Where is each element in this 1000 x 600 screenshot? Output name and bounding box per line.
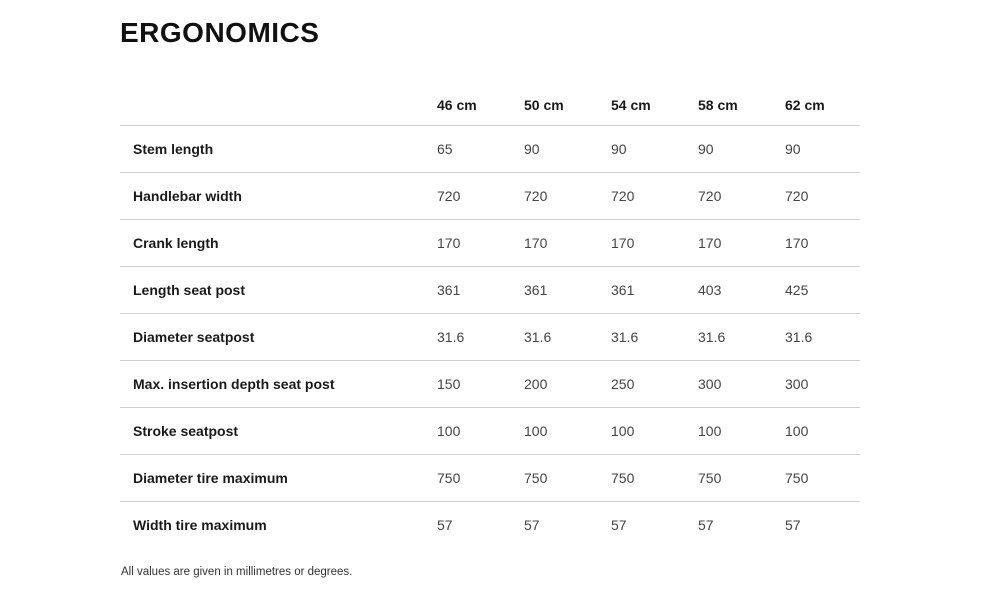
- size-header-46: 46 cm: [437, 85, 524, 126]
- spec-label: Diameter seatpost: [120, 313, 437, 361]
- spec-value: 720: [698, 172, 785, 220]
- spec-value: 90: [611, 125, 698, 173]
- spec-value: 750: [437, 454, 524, 502]
- spec-value: 31.6: [611, 313, 698, 361]
- table-row: Diameter tire maximum 750 750 750 750 75…: [120, 454, 860, 502]
- spec-value: 250: [611, 360, 698, 408]
- table-row: Stem length 65 90 90 90 90: [120, 125, 860, 173]
- table-row: Length seat post 361 361 361 403 425: [120, 266, 860, 314]
- spec-value: 90: [524, 125, 611, 173]
- spec-label: Stroke seatpost: [120, 407, 437, 455]
- spec-value: 403: [698, 266, 785, 314]
- table-row: Crank length 170 170 170 170 170: [120, 219, 860, 267]
- spec-value: 100: [437, 407, 524, 455]
- spec-value: 100: [698, 407, 785, 455]
- table-row: Stroke seatpost 100 100 100 100 100: [120, 407, 860, 455]
- spec-value: 31.6: [437, 313, 524, 361]
- spec-value: 720: [611, 172, 698, 220]
- spec-value: 170: [611, 219, 698, 267]
- spec-value: 750: [524, 454, 611, 502]
- table-row: Width tire maximum 57 57 57 57 57: [120, 502, 860, 549]
- spec-value: 720: [437, 172, 524, 220]
- spec-value: 57: [611, 517, 627, 533]
- spec-value: 300: [785, 360, 860, 408]
- spec-value: 90: [785, 125, 860, 173]
- spec-label: Max. insertion depth seat post: [120, 360, 437, 408]
- spec-value: 57: [698, 517, 714, 533]
- spec-value: 57: [524, 517, 540, 533]
- spec-label: Crank length: [120, 219, 437, 267]
- spec-value: 361: [524, 266, 611, 314]
- size-header-50: 50 cm: [524, 85, 611, 126]
- spec-value: 361: [611, 266, 698, 314]
- spec-value: 57: [437, 517, 453, 533]
- spec-value: 750: [611, 454, 698, 502]
- size-header-58: 58 cm: [698, 85, 785, 126]
- spec-value: 31.6: [524, 313, 611, 361]
- spec-label: Width tire maximum: [133, 517, 267, 533]
- spec-value: 100: [611, 407, 698, 455]
- spec-value: 720: [524, 172, 611, 220]
- size-header-54: 54 cm: [611, 85, 698, 126]
- spec-value: 57: [785, 517, 801, 533]
- spec-label: Length seat post: [120, 266, 437, 314]
- spec-value: 750: [785, 454, 860, 502]
- spec-label: Diameter tire maximum: [120, 454, 437, 502]
- spec-value: 170: [437, 219, 524, 267]
- spec-value: 170: [524, 219, 611, 267]
- spec-value: 150: [437, 360, 524, 408]
- spec-value: 170: [785, 219, 860, 267]
- page-title: ERGONOMICS: [120, 17, 320, 48]
- table-row: Max. insertion depth seat post 150 200 2…: [120, 360, 860, 408]
- spec-label: Handlebar width: [120, 172, 437, 220]
- spec-label: Stem length: [120, 125, 437, 173]
- size-header-62: 62 cm: [785, 85, 860, 126]
- spec-value: 65: [437, 125, 524, 173]
- spec-value: 31.6: [698, 313, 785, 361]
- spec-value: 200: [524, 360, 611, 408]
- spec-value: 31.6: [785, 313, 860, 361]
- ergonomics-table: 46 cm 50 cm 54 cm 58 cm 62 cm Stem lengt…: [120, 85, 860, 548]
- spec-value: 720: [785, 172, 860, 220]
- table-row: Diameter seatpost 31.6 31.6 31.6 31.6 31…: [120, 313, 860, 361]
- footnote: All values are given in millimetres or d…: [121, 566, 353, 578]
- table-row: Handlebar width 720 720 720 720 720: [120, 172, 860, 220]
- spec-value: 750: [698, 454, 785, 502]
- spec-value: 100: [524, 407, 611, 455]
- ergonomics-section: ERGONOMICS 46 cm 50 cm 54 cm 58 cm 62 cm…: [120, 0, 860, 579]
- spec-value: 100: [785, 407, 860, 455]
- spec-value: 90: [698, 125, 785, 173]
- spec-value: 300: [698, 360, 785, 408]
- spec-value: 425: [785, 266, 860, 314]
- size-header-blank: [120, 85, 437, 126]
- table-header-row: 46 cm 50 cm 54 cm 58 cm 62 cm: [120, 85, 860, 126]
- spec-value: 361: [437, 266, 524, 314]
- spec-value: 170: [698, 219, 785, 267]
